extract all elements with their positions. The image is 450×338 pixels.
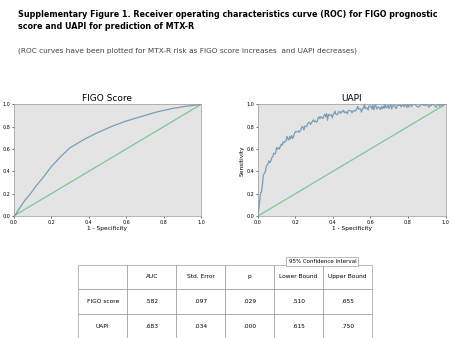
Title: UAPI: UAPI (341, 94, 362, 103)
Text: (ROC curves have been plotted for MTX-R risk as FIGO score increases  and UAPI d: (ROC curves have been plotted for MTX-R … (18, 48, 357, 54)
Text: 95% Confidence Interval: 95% Confidence Interval (288, 259, 356, 264)
Title: FIGO Score: FIGO Score (82, 94, 132, 103)
Y-axis label: Sensitivity: Sensitivity (240, 145, 245, 175)
Y-axis label: Sensitivity: Sensitivity (0, 145, 1, 175)
X-axis label: 1 - Specificity: 1 - Specificity (332, 226, 372, 231)
Text: Supplementary Figure 1. Receiver operating characteristics curve (ROC) for FIGO : Supplementary Figure 1. Receiver operati… (18, 10, 437, 31)
X-axis label: 1 - Specificity: 1 - Specificity (87, 226, 127, 231)
